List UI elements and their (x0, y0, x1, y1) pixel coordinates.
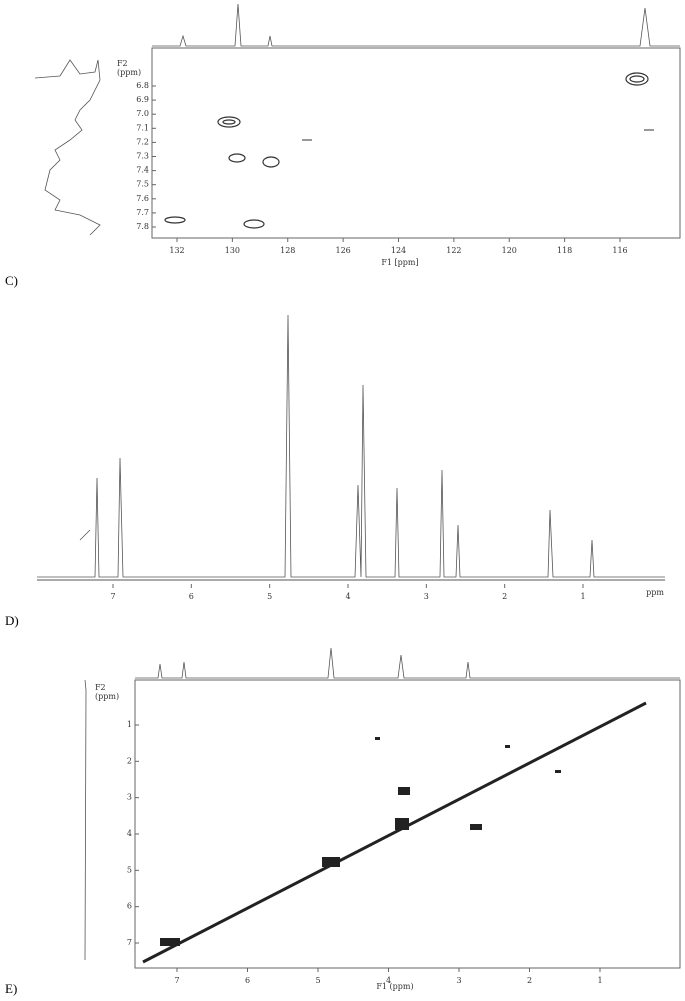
x-tick-label: 6 (189, 592, 194, 601)
y-tick-label: 6 (127, 902, 132, 911)
x-tick-label: 2 (502, 592, 507, 601)
proton-spectrum (37, 314, 665, 578)
x-tick-label: 7 (174, 976, 179, 985)
y-tick-label: 7 (127, 938, 132, 947)
y-tick-label: 7.1 (136, 123, 149, 132)
side-projection (34, 59, 101, 236)
cosy-frame (134, 679, 681, 969)
x-tick-label: 132 (169, 246, 184, 255)
panel-label: D) (5, 613, 19, 628)
x-tick-label: 7 (110, 592, 115, 601)
x-tick-label: 128 (280, 246, 295, 255)
y-tick-label: 3 (127, 793, 132, 802)
x-tick-label: 126 (335, 246, 350, 255)
y-axis-label: F2 (117, 59, 128, 68)
x-axis-label: F1 [ppm] (381, 258, 418, 267)
y-tick-label: 1 (127, 720, 132, 729)
y-axis-label: F2 (95, 683, 106, 692)
y-tick-label: 7.6 (136, 194, 149, 203)
y-tick-label: 5 (127, 865, 132, 874)
x-tick-label: 5 (267, 592, 272, 601)
side-projection (84, 679, 87, 961)
y-tick-label: 7.0 (136, 109, 149, 118)
x-tick-label: 2 (527, 976, 532, 985)
panel-label: E) (5, 981, 17, 996)
x-tick-label: 1 (597, 976, 602, 985)
cross-peaks (164, 72, 654, 229)
y-tick-label: 4 (127, 829, 132, 838)
x-tick-label: 3 (456, 976, 461, 985)
cross-peaks (160, 737, 561, 946)
y-tick-label: 7.3 (136, 152, 149, 161)
y-tick-label: 7.7 (136, 208, 149, 217)
x-tick-label: 124 (391, 246, 406, 255)
integral-curves (79, 529, 91, 541)
x-tick-label: 5 (315, 976, 320, 985)
x-tick-label: 3 (424, 592, 429, 601)
x-tick-label: 6 (245, 976, 250, 985)
x-tick-label: 122 (446, 246, 461, 255)
y-tick-label: 7.5 (136, 180, 149, 189)
y-tick-label: 7.8 (136, 222, 149, 231)
x-tick-label: 130 (225, 246, 240, 255)
x-tick-label: 1 (580, 592, 585, 601)
y-axis-label: (ppm) (117, 68, 141, 77)
diagonal (142, 701, 647, 964)
hsqc-frame (151, 47, 681, 239)
top-projection (135, 647, 680, 679)
x-axis-label: F1 (ppm) (376, 982, 413, 991)
top-projection (152, 3, 680, 47)
x-axis-label: ppm (646, 588, 664, 597)
x-tick-label: 4 (345, 592, 350, 601)
y-tick-label: 7.4 (136, 166, 149, 175)
x-tick-label: 118 (557, 246, 572, 255)
x-tick-label: 116 (612, 246, 627, 255)
x-tick-label: 120 (502, 246, 517, 255)
panel-label: C) (5, 273, 18, 288)
y-tick-label: 6.8 (136, 81, 149, 90)
y-tick-label: 6.9 (136, 95, 149, 104)
x-tick-label: 4 (386, 976, 391, 985)
y-tick-label: 2 (127, 756, 132, 765)
y-tick-label: 7.2 (136, 137, 149, 146)
y-axis-label: (ppm) (95, 692, 119, 701)
